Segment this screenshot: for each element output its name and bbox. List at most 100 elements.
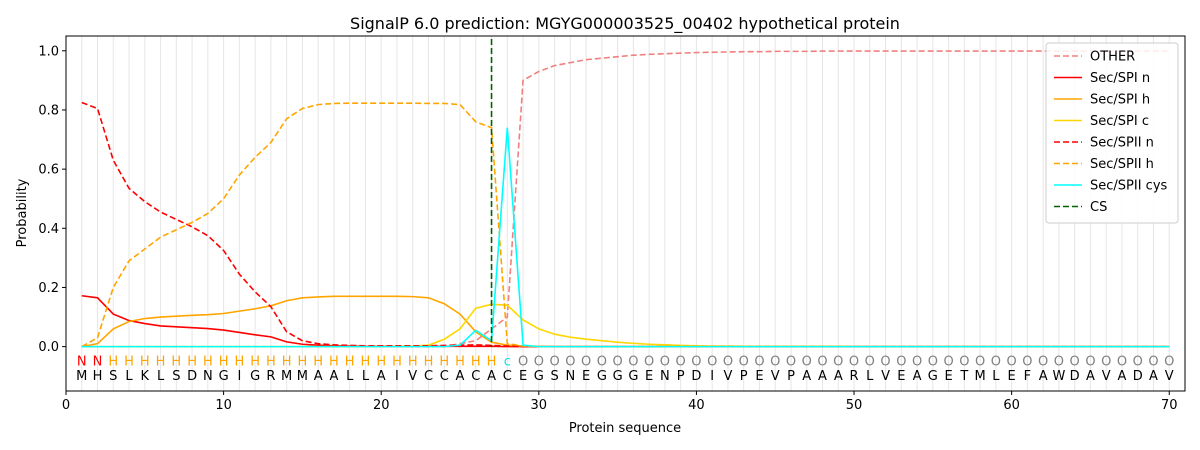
x-tick-label: 40 xyxy=(688,398,705,413)
annotation-letter: O xyxy=(959,354,969,369)
annotation-letter: O xyxy=(1054,354,1064,369)
legend-label: Sec/SPII h xyxy=(1090,157,1154,172)
sequence-residue: V xyxy=(1102,369,1111,384)
sequence-residue: M xyxy=(76,369,87,384)
annotation-letter: O xyxy=(975,354,985,369)
annotation-letter: H xyxy=(124,354,134,369)
series-line-sec-spi-n xyxy=(81,294,1170,348)
sequence-residue: C xyxy=(471,369,480,384)
annotation-letter: O xyxy=(1070,354,1080,369)
sequence-residue: L xyxy=(362,369,370,384)
grid-layer xyxy=(81,36,1170,391)
y-tick-label: 1.0 xyxy=(38,44,59,59)
chart-title: SignalP 6.0 prediction: MGYG000003525_00… xyxy=(350,14,900,34)
annotation-letter: O xyxy=(912,354,922,369)
annotation-letter: H xyxy=(408,354,418,369)
sequence-residue: G xyxy=(534,369,544,384)
sequence-residue: K xyxy=(141,369,150,384)
legend-label: OTHER xyxy=(1090,50,1135,65)
y-tick-label: 0.0 xyxy=(38,340,59,355)
sequence-residue: N xyxy=(565,369,575,384)
annotation-letter: N xyxy=(77,354,87,369)
sequence-residue: H xyxy=(93,369,103,384)
x-tick-label: 60 xyxy=(1003,398,1020,413)
sequence-residue: I xyxy=(237,369,241,384)
sequence-residue: V xyxy=(1165,369,1174,384)
annotation-letter: H xyxy=(439,354,449,369)
sequence-residue: I xyxy=(395,369,399,384)
sequence-residue: C xyxy=(503,369,512,384)
annotation-letter: O xyxy=(896,354,906,369)
annotation-letter: O xyxy=(880,354,890,369)
sequence-residue: E xyxy=(755,369,763,384)
sequence-residue: G xyxy=(250,369,260,384)
annotation-letter: O xyxy=(1038,354,1048,369)
y-tick-label: 0.6 xyxy=(38,163,59,178)
sequence-residue: M xyxy=(975,369,986,384)
annotation-letter: H xyxy=(234,354,244,369)
legend-label: Sec/SPI c xyxy=(1090,114,1149,129)
annotation-letter: N xyxy=(93,354,103,369)
x-tick-label: 20 xyxy=(373,398,390,413)
sequence-residue: P xyxy=(677,369,685,384)
series-line-other xyxy=(81,50,1170,348)
annotation-letter: O xyxy=(849,354,859,369)
annotation-letter: H xyxy=(282,354,292,369)
y-tick-label: 0.4 xyxy=(38,222,59,237)
annotation-letter: H xyxy=(471,354,481,369)
legend-label: Sec/SPI h xyxy=(1090,93,1150,108)
annotation-letter: O xyxy=(581,354,591,369)
annotation-letter: H xyxy=(250,354,260,369)
legend-label: CS xyxy=(1090,200,1107,215)
annotation-letter: H xyxy=(156,354,166,369)
annotation-letter: O xyxy=(565,354,575,369)
legend-label: Sec/SPII n xyxy=(1090,136,1154,151)
sequence-residue: S xyxy=(550,369,558,384)
sequence-residue: A xyxy=(1118,369,1127,384)
annotation-letter: O xyxy=(518,354,528,369)
sequence-residue: D xyxy=(187,369,197,384)
annotation-letter: H xyxy=(392,354,402,369)
x-tick-label: 10 xyxy=(215,398,232,413)
annotation-letter: H xyxy=(487,354,497,369)
annotation-letter: H xyxy=(345,354,355,369)
sequence-residue: S xyxy=(109,369,117,384)
annotation-letter: O xyxy=(1022,354,1032,369)
annotation-letter: H xyxy=(329,354,339,369)
series-layer xyxy=(81,50,1170,348)
annotation-letter: H xyxy=(140,354,150,369)
sequence-residue: P xyxy=(740,369,748,384)
annotation-letter: O xyxy=(1085,354,1095,369)
sequence-residue: R xyxy=(850,369,859,384)
sequence-residue: L xyxy=(992,369,1000,384)
sequence-residue: A xyxy=(1086,369,1095,384)
sequence-residue: A xyxy=(1149,369,1158,384)
annotation-letter: O xyxy=(833,354,843,369)
annotation-letter: O xyxy=(943,354,953,369)
sequence-residue: G xyxy=(219,369,229,384)
sequence-residue: G xyxy=(928,369,938,384)
tick-layer: 0 10 20 30 40 50 60 70 0.0 0.2 0.4 0.6 0.8 1.0 xyxy=(38,44,1177,413)
series-line-sec-spii-cys xyxy=(81,127,1170,348)
annotation-letter: O xyxy=(549,354,559,369)
sequence-residue: L xyxy=(125,369,133,384)
annotation-letter: H xyxy=(203,354,213,369)
annotation-letter: H xyxy=(424,354,434,369)
annotation-letter: O xyxy=(723,354,733,369)
annotation-letter: O xyxy=(802,354,812,369)
sequence-residue: A xyxy=(834,369,843,384)
sequence-residue: G xyxy=(628,369,638,384)
x-tick-label: 50 xyxy=(846,398,863,413)
annotation-letter: O xyxy=(660,354,670,369)
legend: OTHER Sec/SPI n Sec/SPI h Sec/SPI c Sec/SPII… xyxy=(1045,42,1179,224)
annotation-letter: O xyxy=(991,354,1001,369)
sequence-residue: A xyxy=(802,369,811,384)
sequence-residue: A xyxy=(1039,369,1048,384)
annotation-letter: O xyxy=(1117,354,1127,369)
annotation-letter: O xyxy=(817,354,827,369)
sequence-residue: V xyxy=(723,369,732,384)
sequence-residue: D xyxy=(1133,369,1143,384)
annotation-letter: H xyxy=(376,354,386,369)
